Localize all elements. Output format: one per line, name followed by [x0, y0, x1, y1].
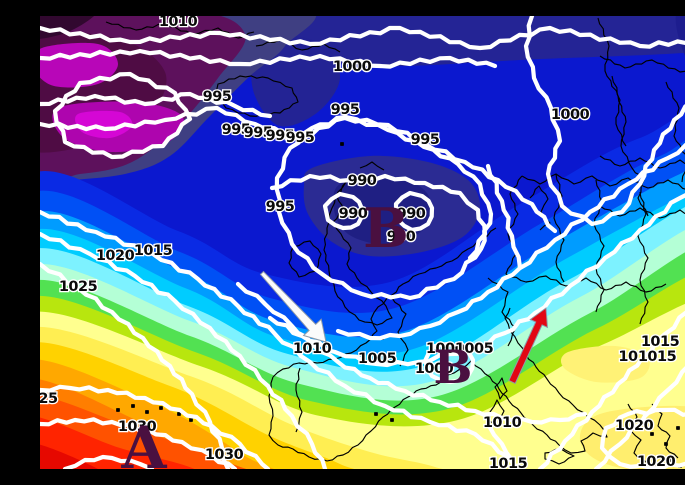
pressure-label: 25 [40, 391, 58, 407]
island-dot [177, 412, 181, 416]
isobar-line [422, 341, 476, 385]
red-flow-arrow [508, 307, 549, 385]
island-dot [189, 418, 193, 422]
island-dot [340, 142, 344, 146]
white-flow-arrow [259, 270, 327, 343]
isobar-line [267, 193, 685, 368]
pressure-label: 1000 [333, 59, 372, 75]
flow-arrows [259, 270, 549, 385]
pressure-label: 1010 [159, 16, 198, 30]
pressure-label: 990 [397, 206, 426, 222]
isobar-line [599, 407, 685, 469]
isobar-line [537, 310, 685, 469]
isobar-line [40, 209, 523, 469]
pressure-label: 995 [411, 132, 440, 148]
pressure-label: 10 [618, 349, 638, 365]
isobar-line [523, 16, 685, 227]
pressure-label: 990 [339, 206, 368, 222]
pressure-label: 1015 [489, 456, 528, 469]
isobar-line [485, 163, 523, 271]
isobar-line [322, 191, 365, 231]
pressure-centre-b: B [434, 340, 473, 394]
pressure-label: 1010 [483, 415, 522, 431]
pressure-label: 1020 [615, 418, 654, 434]
island-dot [116, 408, 120, 412]
pressure-label: 995 [266, 199, 295, 215]
pressure-label: 995 [203, 89, 232, 105]
pressure-label: 1005 [358, 351, 397, 367]
isobar-line [40, 91, 273, 119]
pressure-label: 1030 [118, 419, 157, 435]
isobar-line [269, 173, 488, 261]
pressure-label: 995 [286, 130, 315, 146]
isobar-line [335, 142, 685, 341]
isobar-line [235, 281, 588, 425]
pressure-label: 1015 [641, 334, 680, 350]
pressure-label: 1025 [59, 279, 98, 295]
isobar-line [593, 366, 685, 469]
pressure-label: 1020 [637, 454, 676, 469]
island-dot [676, 426, 680, 430]
isobar-line [40, 384, 271, 469]
island-dot [145, 410, 149, 414]
island-dot [374, 412, 378, 416]
pressure-label: 1015 [638, 349, 677, 365]
island-dot [159, 406, 163, 410]
pressure-label: 990 [387, 229, 416, 245]
pressure-centre-a: A [120, 414, 167, 469]
island-dot [131, 404, 135, 408]
island-dot [390, 418, 394, 422]
synoptic-weather-map: 1010 1000 995 995 1000 995 995 995 995 995 990 995 9… [40, 16, 685, 469]
isobar-line [40, 48, 498, 69]
pressure-centre-b: B [363, 196, 409, 260]
pressure-label: 995 [222, 122, 251, 138]
pressure-label: 1000 [415, 361, 454, 377]
isobar-line [393, 190, 435, 233]
pressure-label: 1005 [455, 341, 494, 357]
isobar-line [40, 231, 328, 469]
isobar-line [40, 105, 558, 234]
island-dot [664, 442, 668, 446]
isobar-line [274, 114, 494, 301]
pressure-label: 995 [266, 128, 295, 144]
pressure-label: 1000 [551, 107, 590, 123]
isobar-lines [40, 16, 685, 469]
isobar-line [52, 71, 193, 160]
island-dot [650, 432, 654, 436]
isobar-line [40, 25, 685, 51]
isobar-line [40, 417, 238, 469]
pressure-label: 1000 [426, 341, 465, 357]
pressure-label: 1015 [134, 243, 173, 259]
pressure-label: 995 [244, 125, 273, 141]
pressure-label: 1010 [293, 341, 332, 357]
pressure-label: 995 [331, 102, 360, 118]
pressure-label: 1030 [205, 447, 244, 463]
pressure-label: 1020 [96, 248, 135, 264]
pressure-label: 990 [348, 173, 377, 189]
